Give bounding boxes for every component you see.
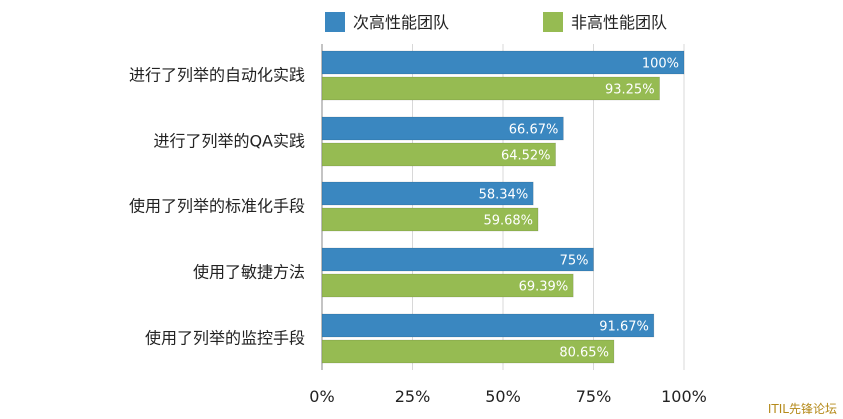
category-label: 进行了列举的QA实践 [153, 132, 305, 151]
category-label: 进行了列举的自动化实践 [129, 66, 305, 85]
data-label: 59.68% [483, 214, 533, 229]
bar-series2 [321, 76, 660, 101]
bars [321, 50, 685, 364]
x-tick-label: 25% [395, 387, 431, 406]
bar-series1 [321, 50, 685, 75]
data-label: 100% [642, 57, 679, 72]
data-label: 64.52% [501, 149, 551, 164]
bar-series2 [321, 142, 556, 167]
bar-series2 [321, 207, 539, 232]
legend-label: 次高性能团队 [353, 13, 449, 32]
category-labels: 进行了列举的自动化实践进行了列举的QA实践使用了列举的标准化手段使用了敏捷方法使… [129, 66, 305, 348]
data-labels: 100% 93.25% 66.67% 64.52% 58.34% 59.68% 75% 69.… [479, 57, 679, 361]
legend-swatch [543, 12, 563, 32]
category-label: 使用了敏捷方法 [193, 263, 305, 282]
bar-series2 [321, 339, 615, 364]
bar-series1 [321, 181, 534, 206]
data-label: 80.65% [559, 346, 609, 361]
bar-series1 [321, 116, 564, 141]
x-tick-label: 50% [485, 387, 521, 406]
x-axis-ticks: 0% 25% 50% 75% 100% [309, 387, 707, 406]
legend-label: 非高性能团队 [571, 13, 667, 32]
data-label: 58.34% [479, 188, 529, 203]
data-label: 69.39% [519, 280, 569, 295]
legend-swatch [325, 12, 345, 32]
bar-series1 [321, 313, 655, 338]
data-label: 66.67% [509, 123, 559, 138]
category-label: 使用了列举的监控手段 [145, 329, 305, 348]
data-label: 91.67% [599, 320, 649, 335]
x-tick-label: 75% [576, 387, 612, 406]
bar-series2 [321, 273, 574, 298]
watermark: ITIL先锋论坛 [767, 402, 837, 416]
x-tick-label: 0% [309, 387, 334, 406]
x-tick-label: 100% [661, 387, 707, 406]
data-label: 75% [560, 254, 589, 269]
legend: 次高性能团队 非高性能团队 [325, 12, 667, 32]
category-label: 使用了列举的标准化手段 [129, 197, 305, 216]
bar-series1 [321, 247, 594, 272]
data-label: 93.25% [605, 83, 655, 98]
